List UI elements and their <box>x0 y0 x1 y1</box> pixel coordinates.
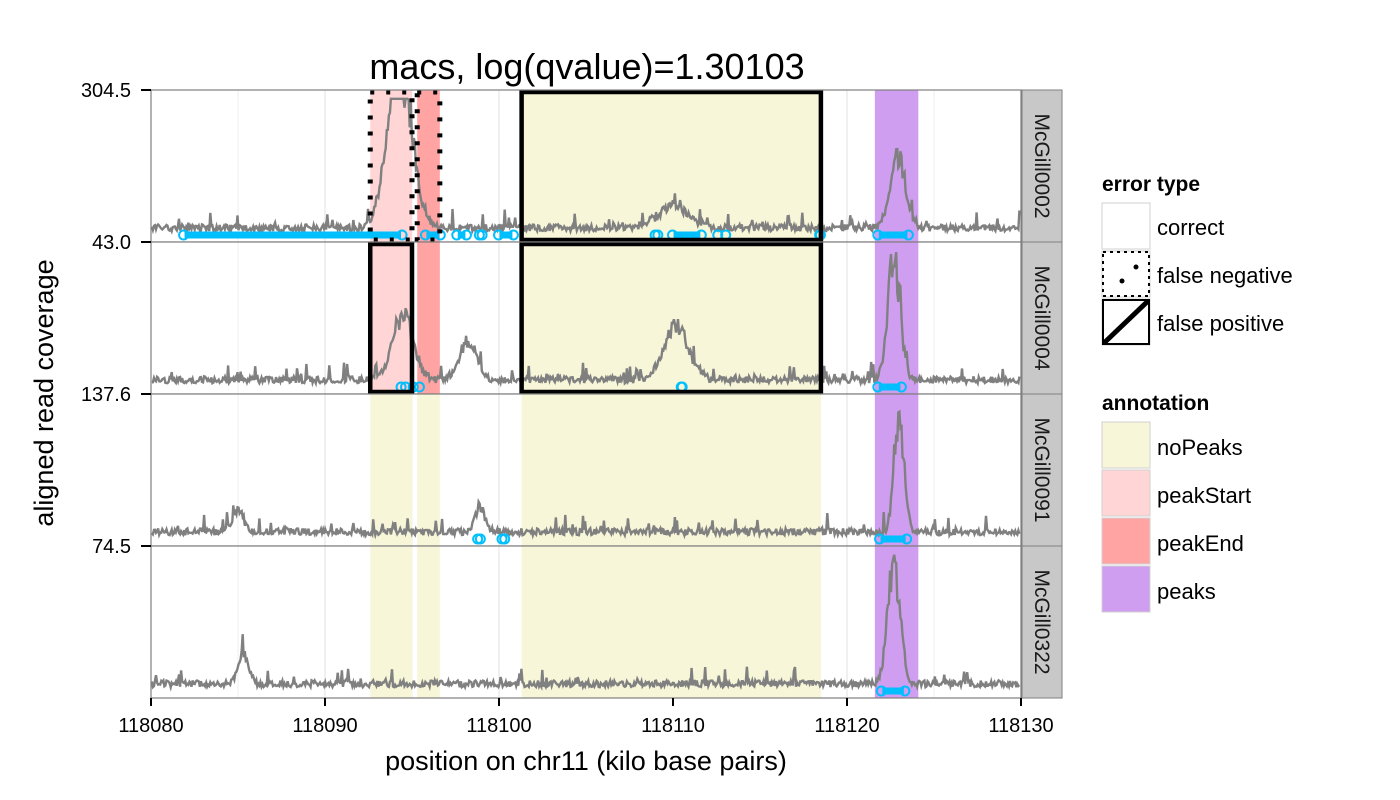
panel-McGill0091: McGill0091 137.6 <box>81 384 1063 547</box>
peak-call-end <box>899 685 911 697</box>
panel-strip-label: McGill0322 <box>1030 569 1053 674</box>
y-tick-label: 43.0 <box>92 232 131 254</box>
coverage-line <box>150 409 1021 540</box>
peak-call-start <box>872 229 884 241</box>
legend-key-outline <box>1102 299 1150 345</box>
peak-call-end <box>901 533 913 545</box>
error-outline-false-negative <box>414 89 443 243</box>
legend-key <box>1101 469 1151 517</box>
legend-key <box>1101 565 1151 613</box>
peak-call-end <box>413 381 425 393</box>
legend-annotation-title: annotation <box>1102 392 1209 415</box>
legend-error-title: error type <box>1102 173 1200 196</box>
annotation-region-noPeaks <box>521 242 821 394</box>
annotation-region-peakEnd <box>417 242 440 394</box>
x-tick-label: 118120 <box>814 715 879 737</box>
annotation-region-noPeaks <box>521 546 821 698</box>
peak-call-end <box>474 533 486 545</box>
panel-McGill0004: McGill0004 43.0 <box>92 232 1063 395</box>
peak-call-end <box>396 229 408 241</box>
peak-call-end <box>902 229 914 241</box>
panel-strip-label: McGill0004 <box>1030 265 1053 370</box>
legend-annotation-items: noPeaks peakStart peakEnd peaks <box>1101 421 1251 613</box>
legend-error-item: false positive <box>1101 298 1284 346</box>
error-outline-false-negative <box>367 89 415 243</box>
legend-key <box>1101 421 1151 469</box>
y-axis-label: aligned read coverage <box>29 259 59 526</box>
panel-McGill0322: McGill0322 74.5 <box>92 536 1063 699</box>
peak-call-end <box>895 381 907 393</box>
error-outline-false-positive <box>519 89 824 243</box>
panel-strip <box>1021 545 1063 699</box>
legend-error-label: correct <box>1157 215 1224 240</box>
legend-annotation-label: peakStart <box>1157 483 1251 508</box>
annotation-region-noPeaks <box>417 546 440 698</box>
y-tick-label: 74.5 <box>92 536 131 558</box>
annotation-region-noPeaks <box>521 90 821 242</box>
legend-error-items: correct false negative false positive <box>1101 202 1293 346</box>
x-axis: 118080 118090 118100 118110 118120 118130 <box>118 698 1054 737</box>
legend-error-label: false positive <box>1157 311 1284 336</box>
x-tick-label: 118080 <box>118 715 183 737</box>
coverage-line <box>150 554 1021 692</box>
x-tick-label: 118090 <box>292 715 357 737</box>
legend-error-item: correct <box>1101 202 1224 250</box>
x-tick-label: 118130 <box>988 715 1053 737</box>
legend-key-dot <box>1119 278 1125 284</box>
peak-call-start <box>493 229 505 241</box>
annotation-region-noPeaks <box>417 394 440 546</box>
y-tick-label: 304.5 <box>81 80 131 102</box>
peak-call-end <box>499 533 511 545</box>
y-tick-label: 137.6 <box>81 384 131 406</box>
panel-strip <box>1021 89 1063 243</box>
peak-call-end <box>476 229 488 241</box>
legend-annotation-item: peakEnd <box>1101 517 1244 565</box>
x-tick-label: 118110 <box>641 715 705 737</box>
peak-call-start <box>874 533 886 545</box>
panels: McGill0002 304.5 McGill0004 43.0 McGill0091 1… <box>81 80 1063 699</box>
legend-key-dot <box>1133 264 1139 270</box>
panel-McGill0002: McGill0002 304.5 <box>81 80 1063 243</box>
coverage-line <box>150 97 1021 236</box>
legend-error-item: false negative <box>1101 250 1293 298</box>
peak-call-end <box>460 229 472 241</box>
legend: error type correct false negative false po… <box>1101 173 1293 613</box>
x-axis-label: position on chr11 (kilo base pairs) <box>385 746 787 776</box>
legend-annotation-item: peaks <box>1101 565 1216 613</box>
chart-title: macs, log(qvalue)=1.30103 <box>369 46 804 87</box>
panel-strip-label: McGill0002 <box>1030 113 1053 218</box>
x-tick-label: 118100 <box>466 715 531 737</box>
legend-error-label: false negative <box>1157 263 1293 288</box>
legend-key-slash <box>1102 299 1150 345</box>
legend-annotation-label: noPeaks <box>1157 435 1243 460</box>
legend-key <box>1101 250 1151 298</box>
peak-call-start <box>178 229 190 241</box>
legend-key-outline <box>1102 251 1150 297</box>
annotation-region-noPeaks <box>521 394 821 546</box>
legend-annotation-label: peaks <box>1157 579 1216 604</box>
legend-annotation-item: peakStart <box>1101 469 1251 517</box>
panel-strip-label: McGill0091 <box>1030 417 1053 522</box>
legend-key <box>1101 202 1151 250</box>
legend-annotation-label: peakEnd <box>1157 531 1244 556</box>
peak-call-start <box>872 381 884 393</box>
error-outline-false-positive <box>519 241 824 395</box>
peak-call-end <box>507 229 519 241</box>
peak-call-start <box>419 229 431 241</box>
error-outline-false-positive <box>367 241 415 395</box>
annotation-region-peakStart <box>370 90 412 242</box>
coverage-line <box>151 251 1021 388</box>
legend-key <box>1101 517 1151 565</box>
peak-call-start <box>875 685 887 697</box>
panel-strip <box>1021 241 1063 395</box>
panel-border <box>150 545 1022 699</box>
legend-annotation-item: noPeaks <box>1101 421 1243 469</box>
annotation-region-noPeaks <box>370 394 412 546</box>
